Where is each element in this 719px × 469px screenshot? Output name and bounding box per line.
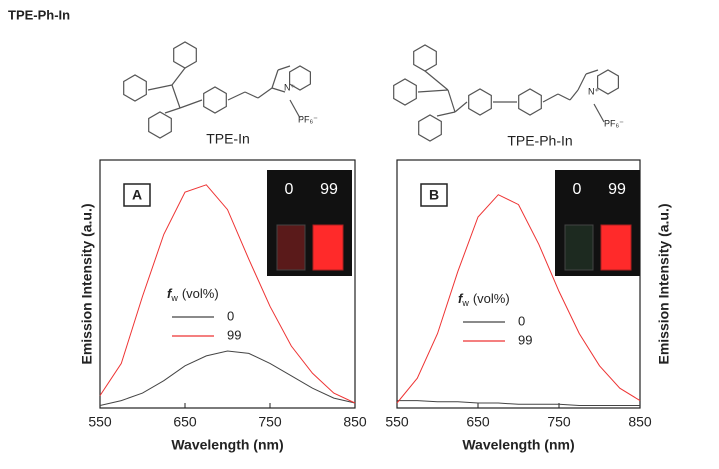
atom-label: N⁺ [284,82,295,92]
ring [518,88,542,116]
panel-label: A [132,187,142,203]
bond [179,99,203,109]
inset-label: 99 [320,181,338,198]
vial [564,224,594,271]
bond [417,89,449,93]
panel-box [123,183,151,207]
bond [147,84,173,91]
bond [542,93,559,103]
structure-name: TPE-Ph-In [507,133,572,149]
bond [593,103,605,123]
ring [413,44,437,72]
plot-frame [396,159,641,409]
legend-label: 99 [518,332,532,347]
ring [148,111,172,139]
atom-label: N⁺ [588,86,599,96]
bond [271,69,279,89]
ring [468,88,492,116]
structure-name: TPE-In [206,131,250,147]
bond [277,65,291,71]
atom-label: PF₆⁻ [298,114,318,124]
plot-frame [99,159,356,409]
inset-label: 0 [285,181,294,198]
y-axis-label: Emission Intensity (a.u.) [656,203,672,364]
bond [171,84,181,109]
ring [393,78,417,106]
legend-label: 0 [227,308,234,323]
line-series [397,400,640,406]
bond [271,87,286,93]
inset-label: 0 [573,181,582,198]
x-tick-label: 750 [547,414,571,430]
bond [569,89,579,101]
bond [557,93,571,101]
x-tick-label: 550 [385,414,409,430]
bond [447,89,456,113]
x-tick-label: 550 [88,414,112,430]
vial [312,224,344,271]
ring [123,74,147,102]
legend-unit: (vol%) [473,291,510,306]
legend-label: 0 [518,313,525,328]
page-title: TPE-Ph-In [8,7,70,22]
bond [577,73,587,91]
bond [454,101,468,113]
bond [227,91,246,101]
x-axis-label: Wavelength (nm) [171,437,283,453]
x-tick-label: 850 [628,414,652,430]
x-tick-label: 650 [173,414,197,430]
bond [171,67,186,86]
bond [424,70,449,91]
bond [585,69,599,75]
legend-title: fw (vol%) [167,286,219,303]
legend-subscript: w [461,298,469,308]
atom-label: PF₆⁻ [604,118,624,128]
y-axis-label: Emission Intensity (a.u.) [79,203,95,364]
legend-unit: (vol%) [182,286,219,301]
bond [244,91,259,99]
bond [164,107,181,114]
inset-label: 99 [608,181,626,198]
legend-title: fw (vol%) [458,291,510,308]
bond [436,111,456,117]
ring [173,41,197,69]
legend-subscript: w [170,293,178,303]
line-series [396,194,641,404]
panel-label: B [429,187,439,203]
vial [600,224,632,271]
x-axis-label: Wavelength (nm) [462,437,574,453]
ring [597,69,619,95]
line-series [99,184,356,404]
legend-symbol: f [458,291,464,306]
x-tick-label: 850 [343,414,367,430]
x-tick-label: 750 [258,414,282,430]
bond [257,87,273,99]
ring [289,65,311,91]
legend-label: 99 [227,327,241,342]
x-tick-label: 650 [466,414,490,430]
vial [276,224,306,271]
bond [289,99,301,119]
legend-symbol: f [167,286,173,301]
ring [203,86,227,114]
line-series [99,350,356,406]
panel-box [420,183,448,207]
ring [418,114,442,142]
